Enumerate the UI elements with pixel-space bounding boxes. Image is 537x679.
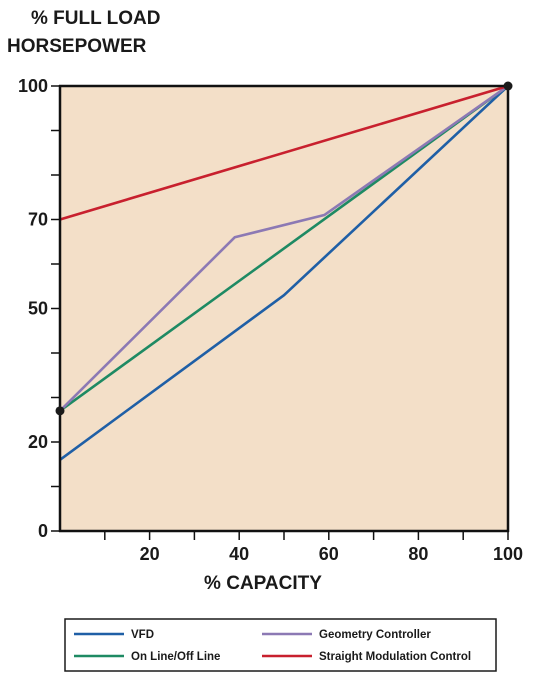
tick-labels: 0 20 50 70 100 20 40 60 80 100: [18, 76, 523, 564]
chart-title-line2: HORSEPOWER: [7, 36, 147, 57]
x-tick-label-3: 80: [408, 544, 428, 564]
series-line-2: [59, 84, 509, 412]
legend-items: VFD On Line/Off Line Geometry Controller St…: [74, 629, 471, 663]
y-tick-label-2: 50: [28, 299, 48, 319]
x-tick-label-1: 40: [229, 544, 249, 564]
ticks-layer: [51, 85, 509, 540]
x-tick-label-2: 60: [319, 544, 339, 564]
y-tick-label-3: 70: [28, 210, 48, 230]
marker-point-0: [55, 406, 65, 416]
legend-label-3: Straight Modulation Control: [319, 651, 471, 663]
plot-area: [60, 86, 508, 531]
legend: VFD On Line/Off Line Geometry Controller St…: [64, 618, 497, 672]
legend-label-1: On Line/Off Line: [131, 651, 220, 663]
marker-point-1: [503, 81, 513, 91]
y-tick-label-1: 20: [28, 432, 48, 452]
chart-title-line1: % FULL LOAD: [31, 8, 160, 29]
markers-layer: [55, 81, 513, 416]
y-tick-label-0: 0: [38, 521, 48, 541]
x-tick-label-0: 20: [140, 544, 160, 564]
legend-label-0: VFD: [131, 629, 154, 641]
x-axis-title: % CAPACITY: [204, 573, 322, 594]
y-tick-label-4: 100: [18, 76, 48, 96]
series-line-3: [59, 84, 509, 221]
series-line-1: [59, 84, 509, 412]
x-tick-label-4: 100: [493, 544, 523, 564]
legend-label-2: Geometry Controller: [319, 629, 431, 641]
legend-box: [64, 618, 497, 672]
series-line-0: [59, 85, 509, 461]
series-layer: [59, 84, 509, 461]
